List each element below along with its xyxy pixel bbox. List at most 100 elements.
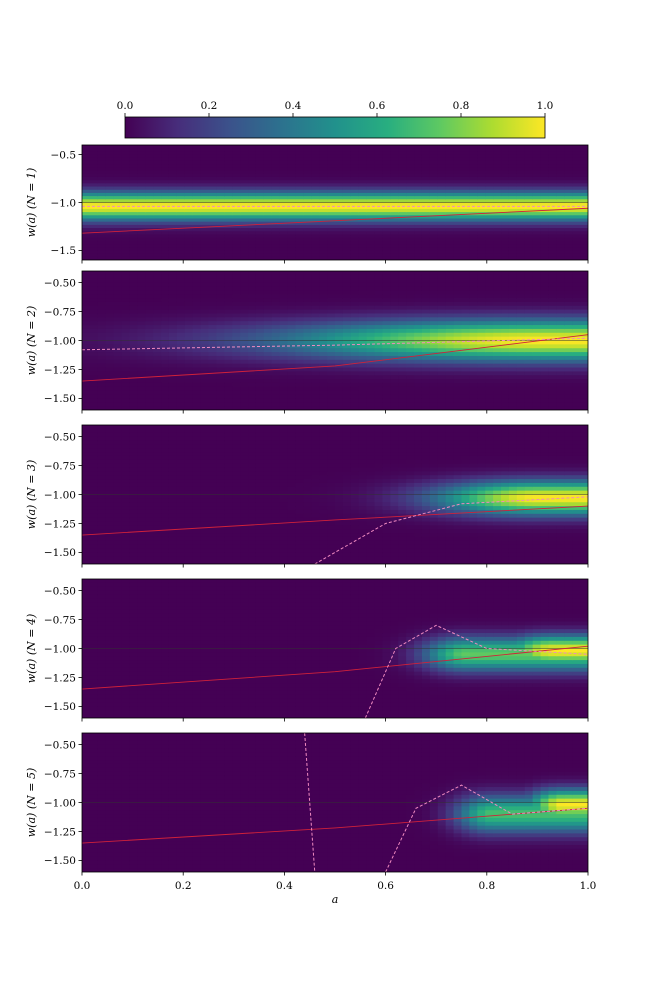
heatmap-cell (129, 518, 138, 522)
heatmap-cell (485, 368, 494, 372)
heatmap-cell (137, 549, 146, 553)
panel-3: −0.50−0.75−1.00−1.25−1.50w(a) (N = 3) (25, 425, 589, 568)
heatmap-cell (501, 333, 510, 337)
heatmap-cell (224, 275, 233, 279)
heatmap-cell (462, 290, 471, 294)
heatmap-cell (122, 506, 131, 510)
heatmap-cell (82, 302, 91, 306)
heatmap-cell (240, 313, 249, 317)
heatmap-cell (541, 286, 550, 290)
heatmap-cell (462, 302, 471, 306)
heatmap-cell (572, 352, 581, 356)
heatmap-cell (303, 387, 312, 391)
heatmap-cell (390, 364, 399, 368)
heatmap-cell (98, 387, 107, 391)
heatmap-cell (422, 379, 431, 383)
heatmap-cell (98, 437, 107, 441)
heatmap-cell (533, 395, 542, 399)
heatmap-cell (280, 333, 289, 337)
heatmap-cell (122, 533, 131, 537)
heatmap-cell (580, 313, 589, 317)
heatmap-cell (454, 317, 463, 321)
heatmap-cell (90, 302, 99, 306)
heatmap-cell (454, 364, 463, 368)
heatmap-cell (398, 283, 407, 287)
heatmap-cell (359, 294, 368, 298)
heatmap-cell (106, 522, 115, 526)
heatmap-cell (161, 298, 170, 302)
heatmap-cell (137, 475, 146, 479)
heatmap-cell (82, 360, 91, 364)
heatmap-cell (137, 464, 146, 468)
heatmap-cell (82, 510, 91, 514)
heatmap-cell (572, 368, 581, 372)
heatmap-cell (533, 375, 542, 379)
heatmap-cell (509, 321, 518, 325)
heatmap-cell (564, 298, 573, 302)
heatmap-cell (137, 483, 146, 487)
heatmap-cell (525, 387, 534, 391)
heatmap-cell (525, 271, 534, 275)
heatmap-cell (248, 341, 257, 345)
heatmap-cell (501, 360, 510, 364)
heatmap-cell (564, 279, 573, 283)
heatmap-cell (501, 275, 510, 279)
heatmap-cell (177, 387, 186, 391)
heatmap-cell (430, 321, 439, 325)
heatmap-cell (98, 529, 107, 533)
heatmap-cell (469, 395, 478, 399)
heatmap-cell (556, 298, 565, 302)
heatmap-cell (580, 391, 589, 395)
heatmap-cell (82, 502, 91, 506)
y-tick-label: −1.00 (44, 335, 76, 347)
heatmap-cell (114, 425, 123, 429)
heatmap-cell (390, 395, 399, 399)
heatmap-cell (477, 321, 486, 325)
heatmap-cell (90, 360, 99, 364)
heatmap-cell (161, 310, 170, 314)
heatmap-cell (343, 275, 352, 279)
heatmap-cell (564, 391, 573, 395)
heatmap-cell (153, 360, 162, 364)
heatmap-cell (129, 483, 138, 487)
heatmap-cell (137, 487, 146, 491)
heatmap-cell (122, 290, 131, 294)
heatmap-cell (98, 344, 107, 348)
heatmap-cell (256, 379, 265, 383)
heatmap-cell (106, 556, 115, 560)
heatmap-cell (327, 379, 336, 383)
heatmap-cell (201, 364, 210, 368)
heatmap-cell (580, 360, 589, 364)
heatmap-cell (122, 379, 131, 383)
heatmap-cell (209, 294, 218, 298)
heatmap-cell (82, 541, 91, 545)
heatmap-cell (311, 279, 320, 283)
heatmap-cell (256, 306, 265, 310)
heatmap-cell (351, 279, 360, 283)
heatmap-cell (509, 271, 518, 275)
heatmap-cell (406, 275, 415, 279)
heatmap-cell (533, 283, 542, 287)
heatmap-cell (90, 471, 99, 475)
heatmap-cell (462, 379, 471, 383)
heatmap-cell (477, 302, 486, 306)
heatmap-cell (240, 333, 249, 337)
heatmap-cell (248, 348, 257, 352)
heatmap-cell (351, 317, 360, 321)
heatmap-cell (517, 298, 526, 302)
heatmap-cell (430, 302, 439, 306)
heatmap-cell (216, 321, 225, 325)
heatmap-cell (295, 313, 304, 317)
heatmap-cell (351, 348, 360, 352)
heatmap-cell (169, 317, 178, 321)
heatmap-cell (82, 395, 91, 399)
heatmap-cell (422, 275, 431, 279)
heatmap-cell (343, 383, 352, 387)
heatmap-cell (216, 387, 225, 391)
heatmap-cell (248, 356, 257, 360)
heatmap-cell (145, 333, 154, 337)
heatmap-cell (161, 371, 170, 375)
heatmap-cell (122, 329, 131, 333)
heatmap-cell (572, 375, 581, 379)
heatmap-cell (185, 368, 194, 372)
